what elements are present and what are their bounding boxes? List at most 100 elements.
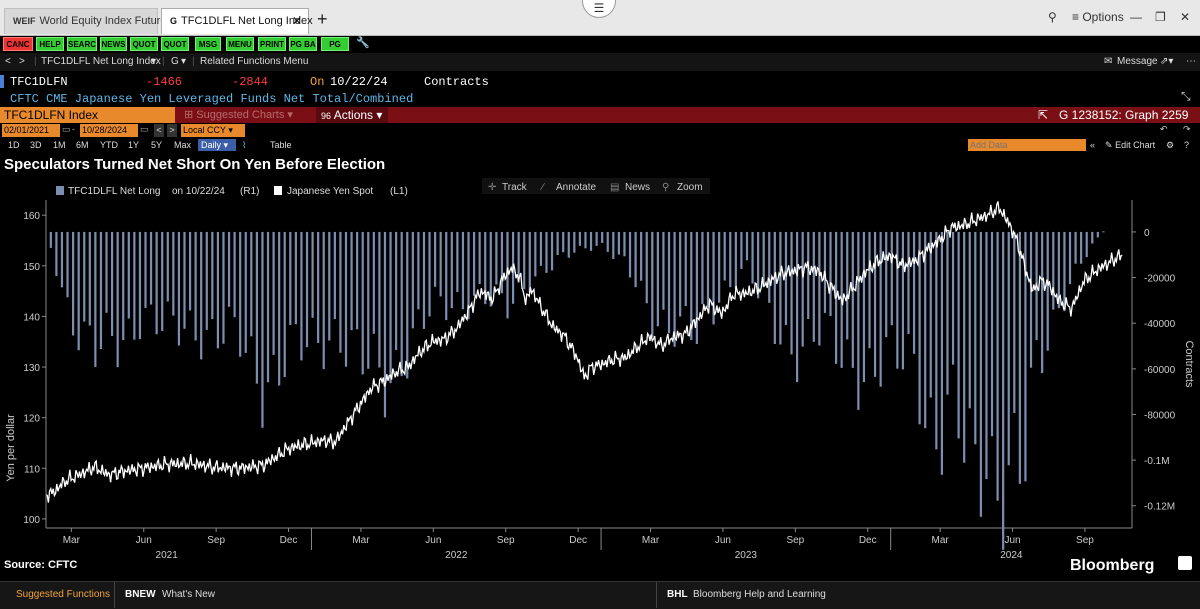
currency-select[interactable]: Local CCY ▾ — [181, 124, 245, 137]
net-long-bar — [300, 231, 303, 361]
restore-icon[interactable]: ❐ — [1155, 10, 1166, 24]
back-arrow-icon[interactable]: < — [5, 56, 11, 67]
calendar-icon[interactable]: ▭ — [140, 124, 149, 134]
value-1: -1466 — [146, 75, 183, 89]
settings-gear-icon[interactable]: ⚙ — [1166, 140, 1175, 150]
annotate-tool[interactable]: Annotate — [556, 182, 596, 193]
net-long-bar — [773, 231, 776, 345]
mobile-icon[interactable] — [1178, 556, 1192, 570]
period-ytd[interactable]: YTD — [100, 140, 118, 150]
tab-world-equity-index-futures[interactable]: WEIF World Equity Index Futures — [4, 8, 172, 34]
more-icon[interactable]: ⋯ — [1186, 56, 1196, 67]
fn-button-page-forward[interactable]: PG FW — [321, 37, 349, 63]
zoom-tool[interactable]: Zoom — [677, 182, 703, 193]
bnew-code[interactable]: BNEW — [125, 589, 156, 600]
security-dropdown-icon[interactable]: ▾ — [151, 56, 157, 67]
fn-button-quote-2[interactable]: QUOT — [161, 37, 189, 51]
net-long-bar — [88, 231, 91, 326]
message-button[interactable]: Message — [1117, 56, 1158, 67]
net-long-bar — [528, 231, 531, 293]
month-label: Jun — [1004, 535, 1020, 546]
security-field[interactable]: TFC1DLFL Net Long Index — [41, 56, 161, 67]
related-functions-menu[interactable]: Related Functions Menu — [200, 56, 309, 67]
options-menu[interactable]: ≡ Options — [1072, 10, 1124, 24]
redo-icon[interactable]: ↷ — [1183, 124, 1191, 134]
forward-arrow-icon[interactable]: > — [19, 56, 25, 67]
fn-button-news[interactable]: NEWS — [100, 37, 127, 51]
suggested-charts-menu[interactable]: ⊞ Suggested Charts ▾ — [184, 109, 293, 121]
net-long-bar — [261, 231, 264, 428]
net-long-bar — [862, 231, 866, 383]
prev-period-button[interactable]: < — [154, 124, 164, 137]
menu-handle-icon[interactable]: ☰ — [582, 0, 616, 18]
period-3d[interactable]: 3D — [30, 140, 42, 150]
net-long-bar — [946, 231, 949, 395]
net-long-bar — [216, 231, 220, 349]
net-long-bar — [701, 231, 704, 305]
help-icon[interactable]: ? — [1184, 140, 1190, 150]
next-period-button[interactable]: > — [167, 124, 177, 137]
wrench-icon[interactable]: 🔧 — [356, 37, 370, 49]
person-search-icon[interactable]: ⚲ — [1048, 10, 1057, 24]
security-header: TFC1DLFN -1466 -2844 On 10/22/24 Contrac… — [0, 72, 1200, 106]
bhl-label[interactable]: Bloomberg Help and Learning — [693, 589, 826, 600]
fn-button-print[interactable]: PRINT — [258, 37, 286, 51]
fn-button-cancel[interactable]: CANC — [3, 37, 33, 51]
track-tool[interactable]: Track — [502, 182, 528, 193]
index-name-field[interactable]: TFC1DLFN Index — [0, 107, 175, 123]
net-long-bar — [963, 231, 966, 463]
suggested-functions-link[interactable]: Suggested Functions — [16, 589, 110, 600]
collapse-icon[interactable]: « — [1090, 140, 1096, 150]
add-data-input[interactable] — [968, 139, 1086, 151]
period-6m[interactable]: 6M — [76, 140, 89, 150]
fn-button-msg[interactable]: MSG — [195, 37, 221, 51]
tab-title: World Equity Index Futures — [39, 15, 172, 27]
minimize-icon[interactable]: — — [1130, 10, 1142, 24]
close-tab-icon[interactable]: ✕ — [291, 14, 302, 28]
actions-label: Actions — [333, 108, 374, 122]
function-dropdown-icon[interactable]: ▾ — [181, 56, 187, 67]
news-tool[interactable]: News — [625, 182, 650, 193]
series-color-marker — [0, 75, 4, 88]
net-long-bar — [110, 231, 114, 336]
left-tick-label: 150 — [23, 262, 40, 273]
frequency-select[interactable]: Daily ▾ — [198, 139, 236, 151]
fn-button-quote[interactable]: QUOT — [130, 37, 158, 51]
link-out-icon[interactable]: ⇱ — [1038, 108, 1049, 122]
period-1d[interactable]: 1D — [8, 140, 20, 150]
net-long-bar — [233, 231, 236, 318]
net-long-bar — [1091, 231, 1094, 244]
actions-menu[interactable]: 96 Actions ▾ — [316, 107, 388, 123]
export-icon[interactable]: ⇗▾ — [1160, 56, 1174, 67]
start-date-input[interactable]: 02/01/2021 — [2, 124, 60, 137]
fn-button-page-back[interactable]: PG BA — [289, 37, 317, 51]
fn-button-menu[interactable]: MENU — [226, 37, 254, 51]
fn-button-help[interactable]: HELP — [36, 37, 64, 51]
bhl-code[interactable]: BHL — [667, 589, 688, 600]
net-long-bar — [283, 231, 286, 378]
period-1m[interactable]: 1M — [53, 140, 66, 150]
net-long-bar — [66, 231, 69, 298]
period-max[interactable]: Max — [174, 140, 192, 150]
period-5y[interactable]: 5Y — [151, 140, 163, 150]
net-long-bar — [161, 231, 164, 331]
new-tab-button[interactable]: + — [317, 9, 328, 29]
period-1y[interactable]: 1Y — [128, 140, 140, 150]
fn-button-search[interactable]: SEARC — [67, 37, 97, 51]
left-tick-label: 140 — [23, 312, 40, 323]
calendar-icon[interactable]: ▭ — [62, 124, 71, 134]
edit-chart-button[interactable]: ✎ Edit Chart — [1105, 138, 1155, 152]
function-field[interactable]: G — [171, 56, 179, 67]
undo-icon[interactable]: ↶ — [1160, 124, 1168, 134]
expand-icon[interactable]: ⤡ — [1181, 90, 1191, 104]
tab-net-long-index[interactable]: G TFC1DLFL Net Long Index ✕ — [161, 8, 313, 34]
net-long-bar — [578, 231, 582, 246]
bnew-label[interactable]: What's New — [162, 589, 216, 600]
net-long-bar — [1029, 231, 1033, 368]
net-long-bar — [361, 231, 364, 375]
end-date-input[interactable]: 10/28/2024 — [80, 124, 138, 137]
close-window-icon[interactable]: ✕ — [1180, 10, 1191, 24]
table-view-button[interactable]: Table — [270, 140, 292, 150]
net-long-bar — [122, 231, 125, 341]
line-chart-icon[interactable]: ⌇ — [242, 140, 247, 150]
